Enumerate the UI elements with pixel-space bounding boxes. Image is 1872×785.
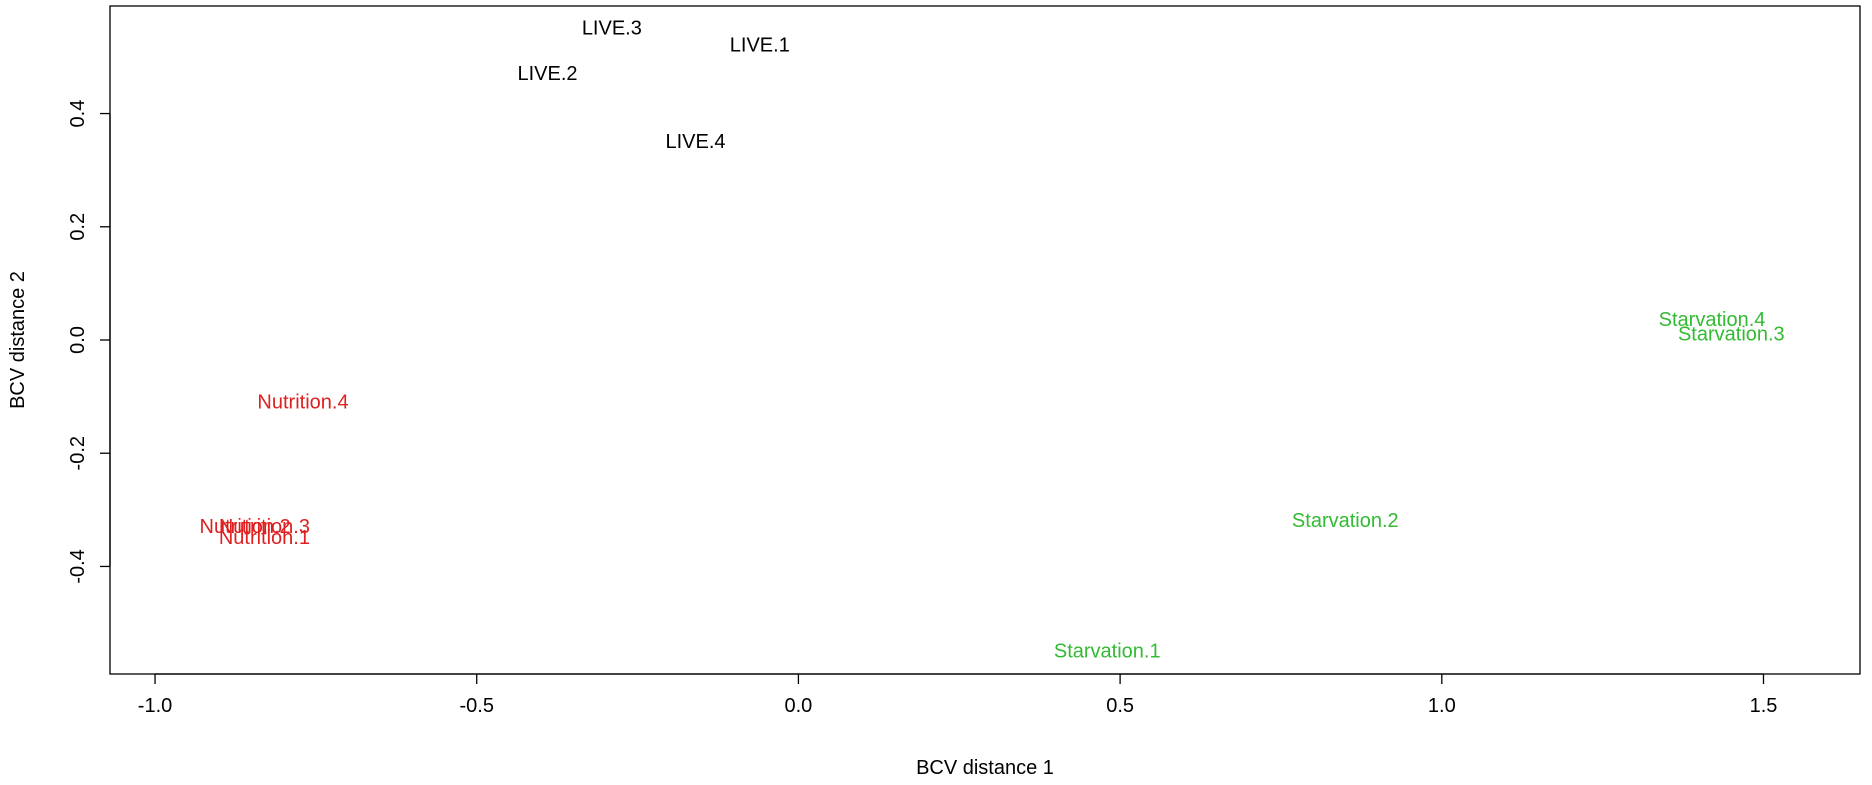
y-tick-label: 0.2 xyxy=(67,213,89,241)
x-axis: -1.0 -0.5 0.0 0.5 1.0 1.5 xyxy=(138,673,1778,717)
point-label: LIVE.1 xyxy=(730,35,790,57)
point-label: Nutrition.4 xyxy=(257,391,348,413)
x-tick-label: -0.5 xyxy=(459,695,493,717)
point-label: LIVE.4 xyxy=(665,131,725,153)
point-label: Nutrition.3 xyxy=(219,516,310,538)
point-label: Starvation.2 xyxy=(1292,510,1399,532)
point-label: Nutrition.1 xyxy=(219,527,310,549)
y-tick-label: -0.4 xyxy=(67,549,89,583)
y-axis-title: BCV distance 2 xyxy=(7,271,29,409)
data-labels: LIVE.1LIVE.2LIVE.3LIVE.4Nutrition.1Nutri… xyxy=(200,18,1785,663)
point-label: LIVE.2 xyxy=(517,63,577,85)
y-axis: -0.4 -0.2 0.0 0.2 0.4 xyxy=(67,100,111,584)
x-axis-title: BCV distance 1 xyxy=(916,757,1054,779)
x-tick-label: 0.5 xyxy=(1106,695,1134,717)
x-tick-label: 1.0 xyxy=(1428,695,1456,717)
point-label: LIVE.3 xyxy=(582,18,642,40)
x-tick-label: -1.0 xyxy=(138,695,172,717)
point-label: Starvation.1 xyxy=(1054,640,1161,662)
point-label: Nutrition.2 xyxy=(200,516,291,538)
x-tick-label: 0.0 xyxy=(785,695,813,717)
y-tick-label: -0.2 xyxy=(67,436,89,470)
point-label: Starvation.3 xyxy=(1678,323,1785,345)
plot-frame xyxy=(109,5,1861,675)
y-tick-label: 0.4 xyxy=(67,100,89,128)
x-tick-label: 1.5 xyxy=(1750,695,1778,717)
point-label: Starvation.4 xyxy=(1659,309,1766,331)
y-tick-label: 0.0 xyxy=(67,326,89,354)
